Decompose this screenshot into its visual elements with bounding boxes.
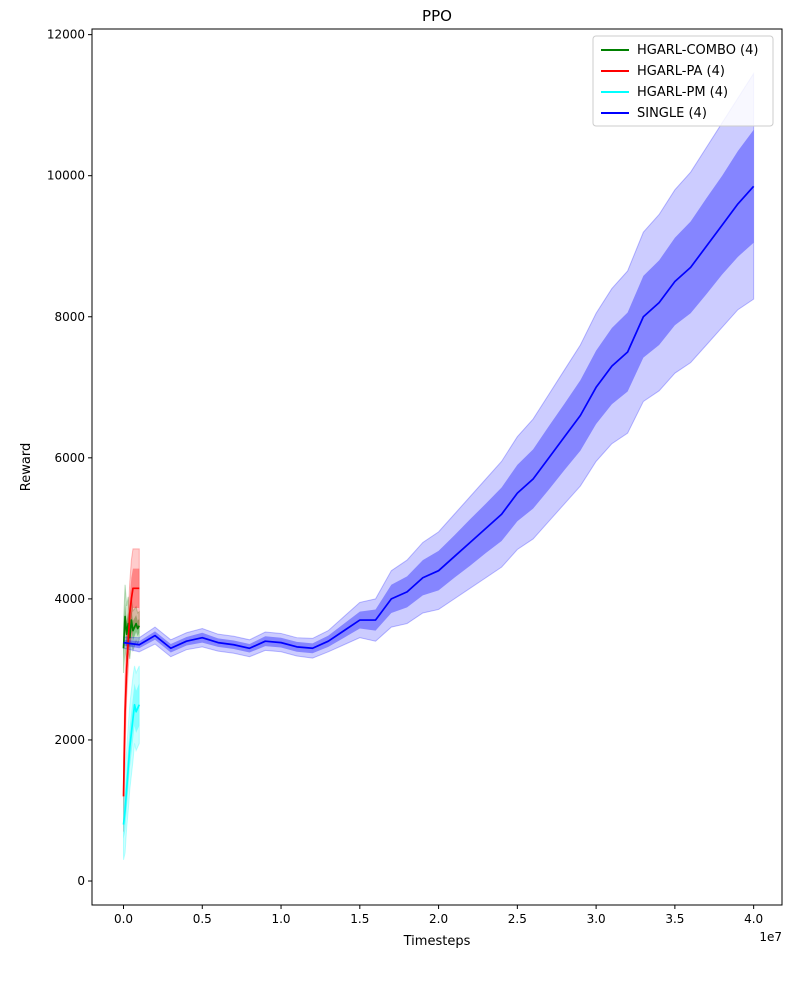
y-tick-label: 12000 — [47, 28, 85, 42]
x-axis-label: Timesteps — [403, 934, 471, 949]
chart-title: PPO — [422, 7, 452, 25]
y-axis: 0 2000 4000 6000 8000 10000 12000 — [47, 28, 92, 888]
x-tick-label: 0.5 — [193, 912, 212, 926]
y-tick-label: 0 — [77, 874, 85, 888]
hgarl-pm-4-outer-band — [123, 665, 140, 860]
hgarl-combo-4-line — [122, 615, 141, 649]
x-tick-label: 3.0 — [587, 912, 606, 926]
x-tick-label: 3.5 — [665, 912, 684, 926]
x-tick-label: 2.5 — [508, 912, 527, 926]
x-tick-label: 0.0 — [114, 912, 133, 926]
hgarl-pa-4-outer-band — [123, 548, 140, 832]
hgarl-combo-4-inner-band — [123, 602, 140, 659]
series-lines — [122, 185, 755, 825]
y-tick-label: 2000 — [54, 733, 85, 747]
y-tick-label: 4000 — [54, 592, 85, 606]
legend-entry: HGARL-PA (4) — [637, 64, 725, 79]
legend-entry: HGARL-COMBO (4) — [637, 43, 758, 58]
legend-box — [592, 35, 774, 127]
y-axis-label: Reward — [19, 443, 34, 491]
plot-frame — [91, 28, 783, 906]
legend-entry: HGARL-PM (4) — [637, 85, 728, 100]
hgarl-pm-4-line — [122, 703, 141, 825]
x-axis-offset-label: 1e7 — [759, 930, 782, 944]
hgarl-pm-4-inner-band — [123, 683, 140, 839]
x-tick-label: 1.5 — [350, 912, 369, 926]
y-tick-label: 8000 — [54, 310, 85, 324]
single-4-outer-band — [123, 71, 755, 659]
x-tick-label: 2.0 — [429, 912, 448, 926]
hgarl-pa-4-line — [122, 587, 140, 797]
y-tick-label: 10000 — [47, 169, 85, 183]
legend-entry: SINGLE (4) — [637, 106, 707, 121]
single-4-line — [123, 185, 755, 650]
confidence-bands — [123, 71, 755, 860]
x-axis: 0.0 0.5 1.0 1.5 2.0 2.5 3.0 3.5 4.0 — [114, 905, 763, 926]
single-4-inner-band — [123, 129, 754, 654]
x-tick-label: 4.0 — [744, 912, 763, 926]
y-tick-label: 6000 — [54, 451, 85, 465]
legend: HGARL-COMBO (4) HGARL-PA (4) HGARL-PM (4) S… — [592, 35, 774, 127]
x-tick-label: 1.0 — [271, 912, 290, 926]
hgarl-pa-4-inner-band — [123, 568, 140, 815]
